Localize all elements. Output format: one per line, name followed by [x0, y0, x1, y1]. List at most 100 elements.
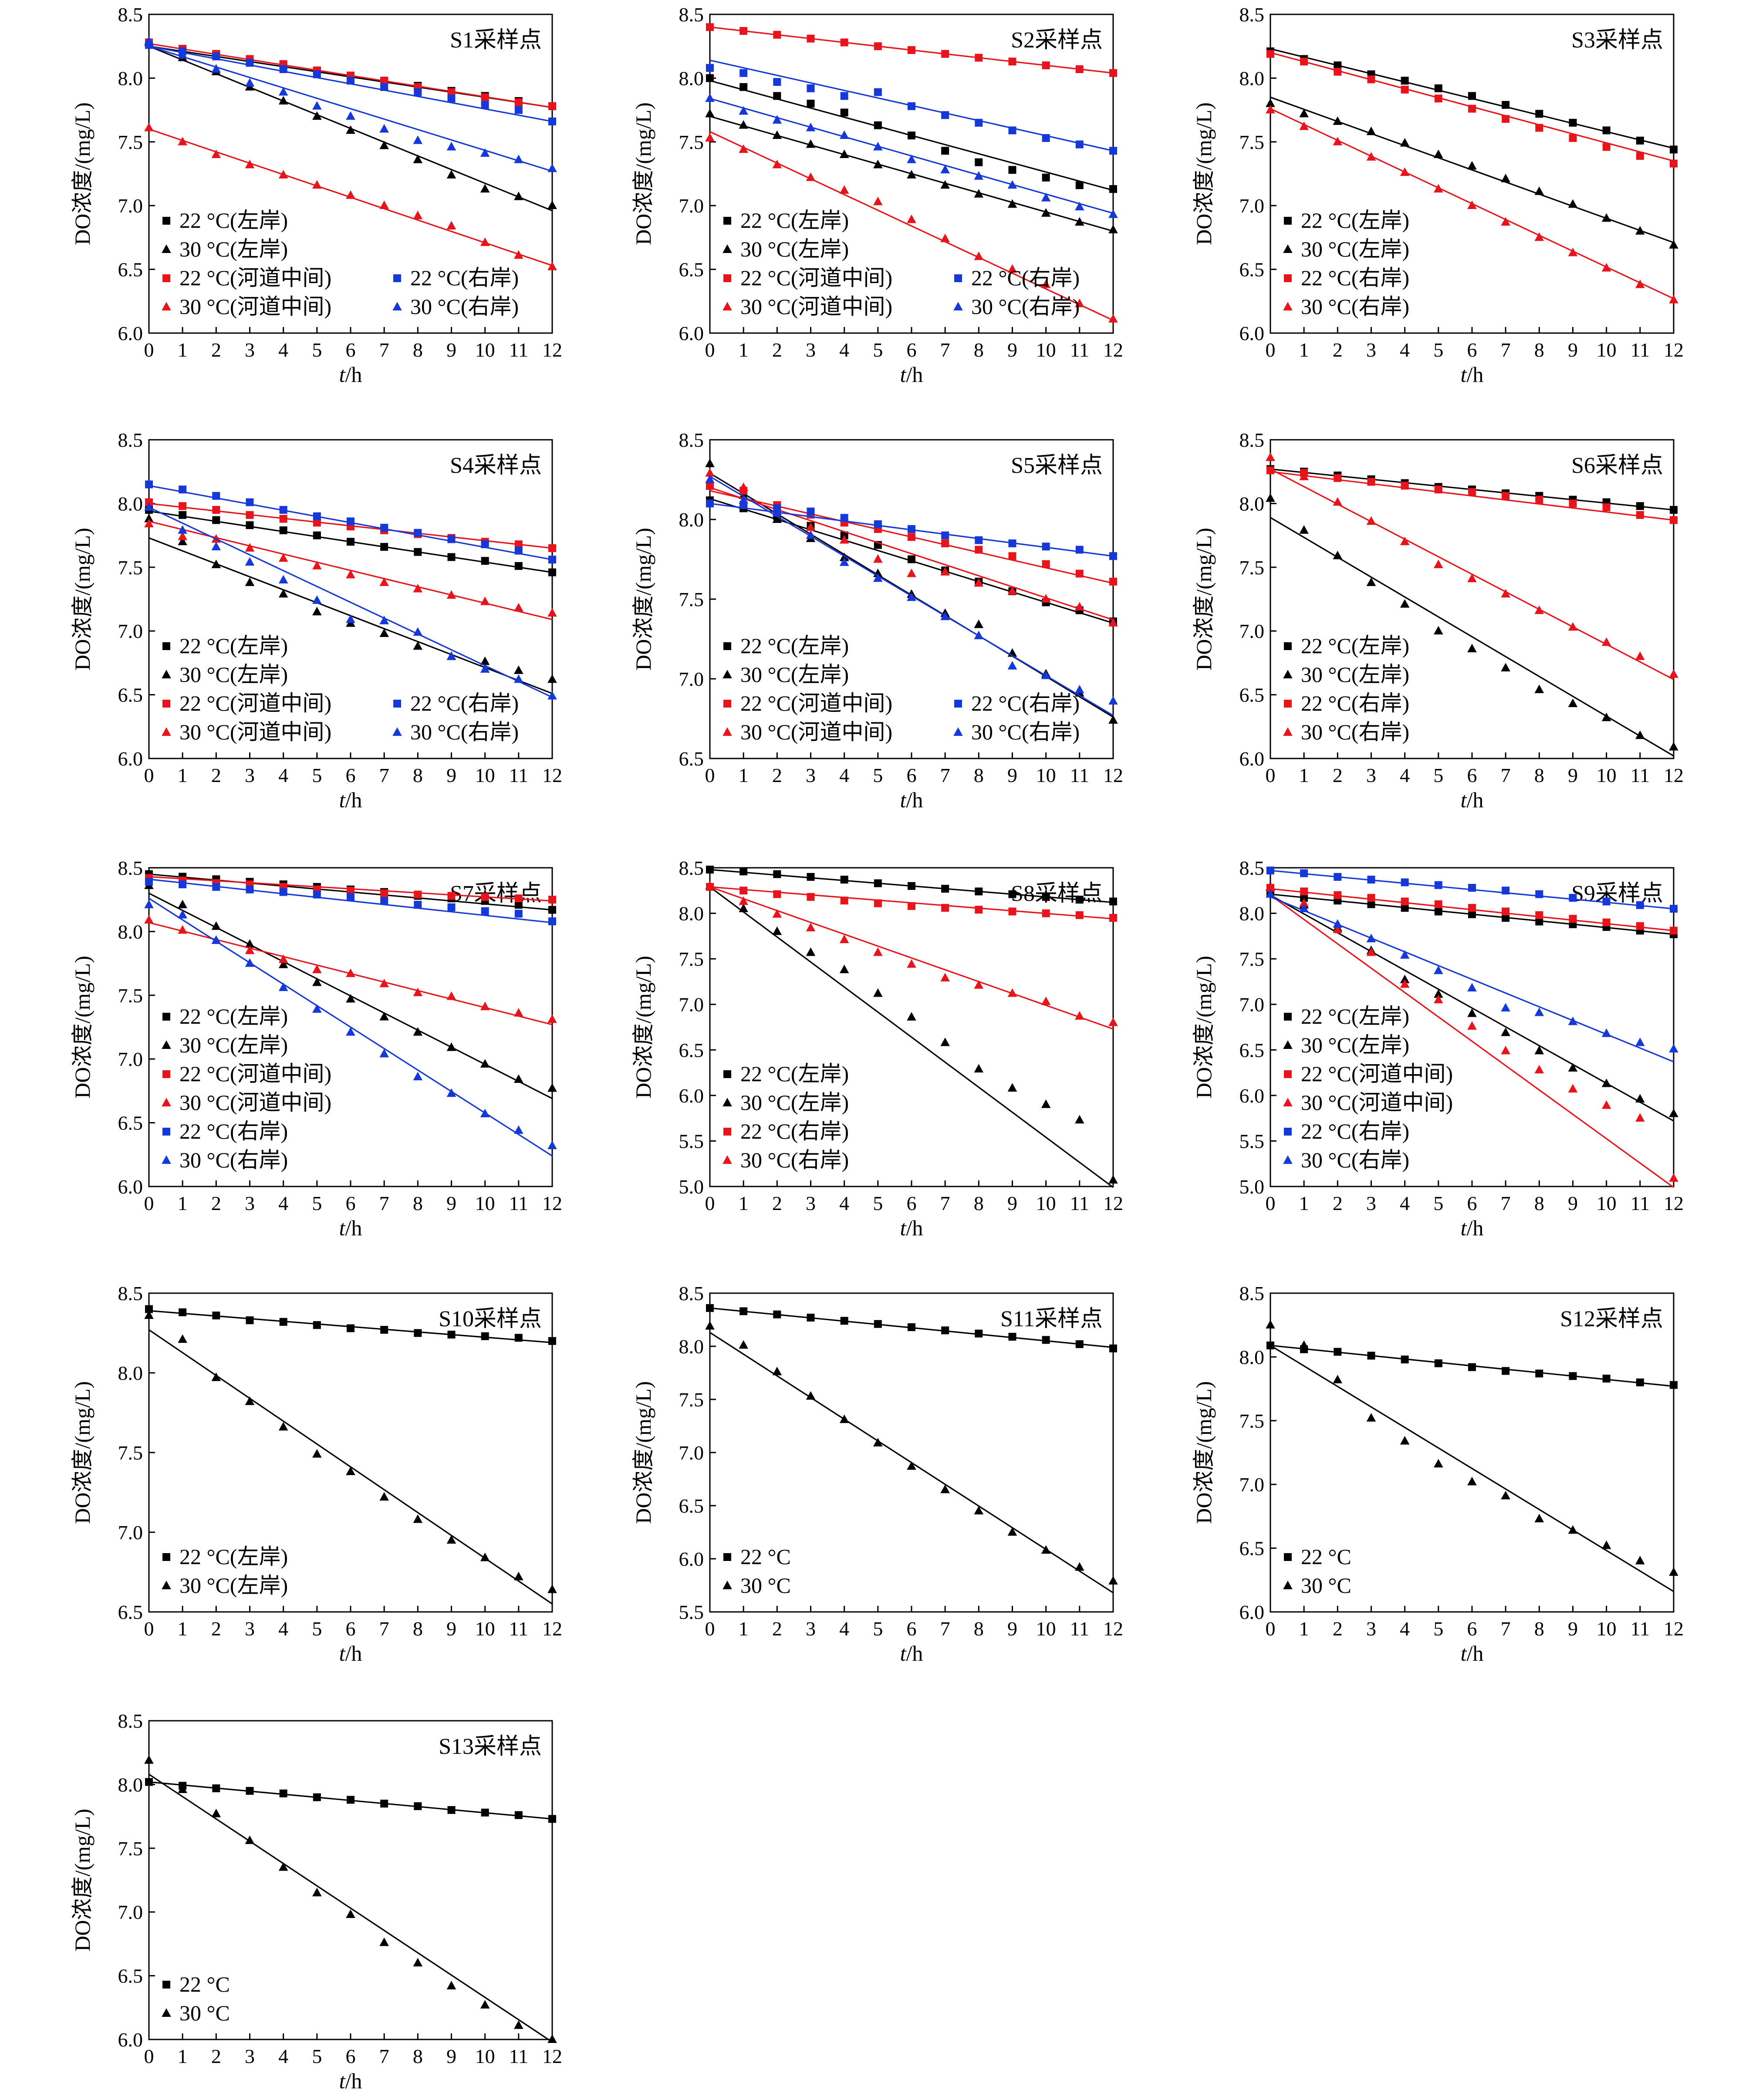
x-tick-label: 10	[1036, 1192, 1056, 1214]
x-tick-label: 11	[1070, 1618, 1089, 1640]
data-point	[379, 1937, 389, 1946]
data-point	[144, 502, 154, 511]
data-point	[1568, 247, 1578, 256]
data-point	[179, 485, 187, 494]
data-point	[413, 155, 423, 163]
x-tick-label: 7	[379, 1618, 389, 1640]
y-tick-label: 8.0	[679, 509, 704, 531]
data-point	[1075, 140, 1084, 148]
y-tick-label: 8.0	[1239, 67, 1265, 89]
data-point	[414, 1802, 422, 1810]
data-point	[1434, 626, 1443, 635]
data-point	[1008, 907, 1016, 916]
legend-marker	[162, 1013, 170, 1021]
x-tick-label: 10	[1597, 1192, 1617, 1214]
data-point	[279, 888, 287, 896]
data-point	[480, 664, 490, 673]
x-tick-label: 5	[312, 764, 322, 786]
data-point	[514, 1125, 523, 1134]
legend-label: 22 °C(左岸)	[740, 634, 849, 658]
data-point	[1670, 159, 1678, 168]
data-point	[246, 885, 254, 893]
legend-label: 22 °C(左岸)	[179, 634, 288, 658]
data-point	[974, 1064, 984, 1073]
y-tick-label: 7.0	[118, 1901, 143, 1923]
x-axis-label: t/h	[339, 1216, 362, 1240]
data-point	[1569, 134, 1577, 142]
legend-marker	[392, 302, 402, 310]
data-point	[1501, 1027, 1510, 1036]
legend-marker	[1284, 642, 1292, 650]
data-point	[1108, 225, 1118, 233]
data-point	[547, 1140, 557, 1149]
data-point	[514, 674, 523, 683]
x-tick-label: 1	[739, 1192, 749, 1214]
y-tick-label: 7.0	[679, 1442, 704, 1464]
data-point	[178, 910, 187, 919]
data-point	[1501, 1003, 1510, 1012]
data-point	[212, 516, 220, 524]
x-tick-label: 2	[1333, 1618, 1343, 1640]
data-point	[1042, 560, 1050, 568]
x-tick-label: 7	[379, 1192, 389, 1214]
data-point	[1568, 1063, 1578, 1072]
legend-marker	[162, 2008, 171, 2017]
data-point	[547, 691, 557, 700]
data-point	[480, 148, 490, 157]
series-1	[706, 866, 1117, 906]
data-point	[1568, 1525, 1578, 1534]
x-tick-label: 12	[542, 339, 562, 361]
data-point	[414, 548, 422, 556]
y-tick-label: 6.5	[679, 748, 704, 770]
x-tick-label: 12	[1103, 1618, 1123, 1640]
data-point	[414, 890, 422, 899]
fit-line	[709, 886, 1114, 1188]
data-point	[1535, 917, 1543, 926]
data-point	[1075, 1115, 1084, 1124]
data-point	[279, 515, 287, 523]
data-point	[1601, 712, 1611, 721]
data-point	[807, 1314, 815, 1322]
data-point	[1534, 1007, 1544, 1016]
y-axis-label: DO浓度/(mg/L)	[70, 956, 95, 1099]
x-axis-label-unit: /h	[906, 1216, 923, 1240]
legend-marker	[723, 642, 731, 650]
data-point	[211, 64, 221, 73]
x-tick-label: 5	[1433, 1618, 1443, 1640]
data-point	[1075, 896, 1084, 904]
data-point	[840, 108, 848, 117]
y-tick-label: 6.5	[1239, 1537, 1265, 1560]
legend-marker	[723, 302, 732, 310]
legend-label: 22 °C(左岸)	[179, 1004, 288, 1028]
legend-label: 30 °C(左岸)	[740, 1090, 849, 1115]
x-tick-label: 6	[346, 339, 356, 361]
data-point	[347, 893, 355, 901]
data-point	[1669, 669, 1678, 678]
data-point	[941, 111, 949, 119]
legend-marker	[162, 1553, 170, 1561]
data-point	[940, 973, 950, 982]
data-point	[1266, 866, 1274, 875]
x-axis-label-unit: /h	[345, 1216, 362, 1240]
chart-title: S6采样点	[1571, 453, 1663, 478]
data-point	[1007, 586, 1017, 595]
y-tick-label: 6.0	[1239, 748, 1265, 770]
y-tick-label: 7.5	[118, 1837, 143, 1860]
y-tick-label: 7.5	[679, 948, 704, 970]
data-point	[873, 196, 883, 206]
data-point	[514, 1008, 523, 1017]
legend-label: 30 °C(右岸)	[179, 1148, 288, 1172]
data-point	[1636, 152, 1644, 160]
data-point	[413, 988, 423, 996]
legend-marker	[162, 302, 171, 310]
data-point	[278, 87, 288, 96]
data-point	[1670, 506, 1678, 514]
data-point	[907, 592, 916, 601]
data-point	[278, 575, 288, 584]
y-tick-label: 7.5	[679, 1389, 704, 1411]
legend-label: 30 °C(右岸)	[971, 294, 1080, 319]
y-tick-label: 8.5	[679, 857, 704, 879]
legend-label: 22 °C(河道中间)	[179, 691, 331, 715]
data-point	[1333, 116, 1343, 125]
data-point	[1075, 602, 1084, 611]
